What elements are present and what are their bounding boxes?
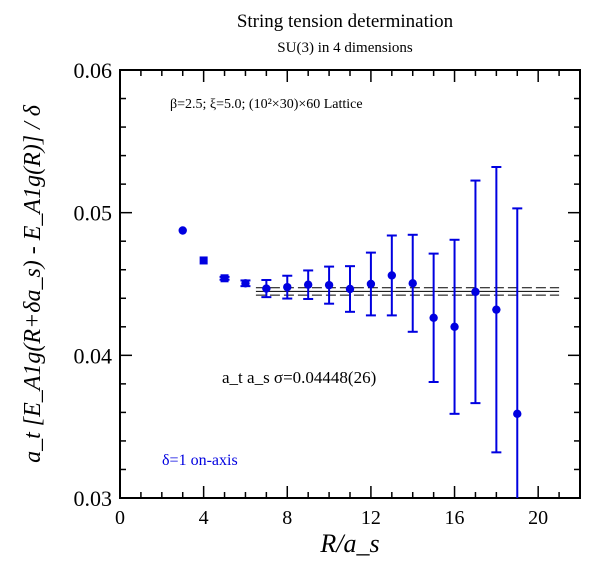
y-axis-label: a_t [E_A1g(R+δa_s) - E_A1g(R)] / δ: [20, 104, 46, 463]
chart-title: String tension determination: [237, 11, 454, 32]
y-tick-label: 0.04: [74, 343, 113, 368]
y-axis: 0.03 0.04 0.05 0.06: [74, 58, 580, 511]
chart-subtitle: SU(3) in 4 dimensions: [277, 40, 413, 56]
data-point: [408, 279, 417, 288]
x-tick-label: 12: [361, 507, 381, 529]
data-point: [492, 305, 501, 314]
data-point: [178, 226, 187, 235]
data-point: [429, 313, 438, 323]
x-tick-label: 16: [445, 507, 465, 529]
fit-result-annotation: a_t a_s σ=0.04448(26): [222, 368, 376, 387]
data-point: [387, 271, 397, 280]
x-tick-label: 20: [528, 507, 548, 529]
x-axis: 0 4 8 12 16 20: [115, 70, 581, 529]
legend-label: δ=1 on-axis: [162, 452, 238, 469]
data-point: [199, 256, 208, 265]
x-tick-label: 8: [282, 507, 292, 529]
data-point: [324, 280, 334, 290]
data-point: [283, 282, 292, 292]
y-tick-label: 0.05: [74, 201, 113, 226]
data-point: [220, 274, 229, 283]
data-point: [366, 279, 376, 289]
x-axis-label: R/a_s: [319, 529, 379, 558]
data-series: [178, 166, 523, 498]
fit-band: [255, 287, 560, 296]
data-point: [450, 322, 459, 331]
data-point: [345, 284, 355, 294]
data-point: [262, 284, 271, 293]
y-tick-label: 0.06: [74, 58, 113, 83]
params-annotation: β=2.5; ξ=5.0; (10²×30)×60 Lattice: [170, 97, 363, 112]
y-tick-label: 0.03: [74, 486, 113, 511]
x-tick-label: 0: [115, 507, 125, 529]
data-point: [513, 409, 522, 419]
data-point: [471, 287, 480, 297]
data-point: [303, 280, 313, 289]
data-point: [241, 279, 250, 288]
x-tick-label: 4: [199, 507, 209, 529]
